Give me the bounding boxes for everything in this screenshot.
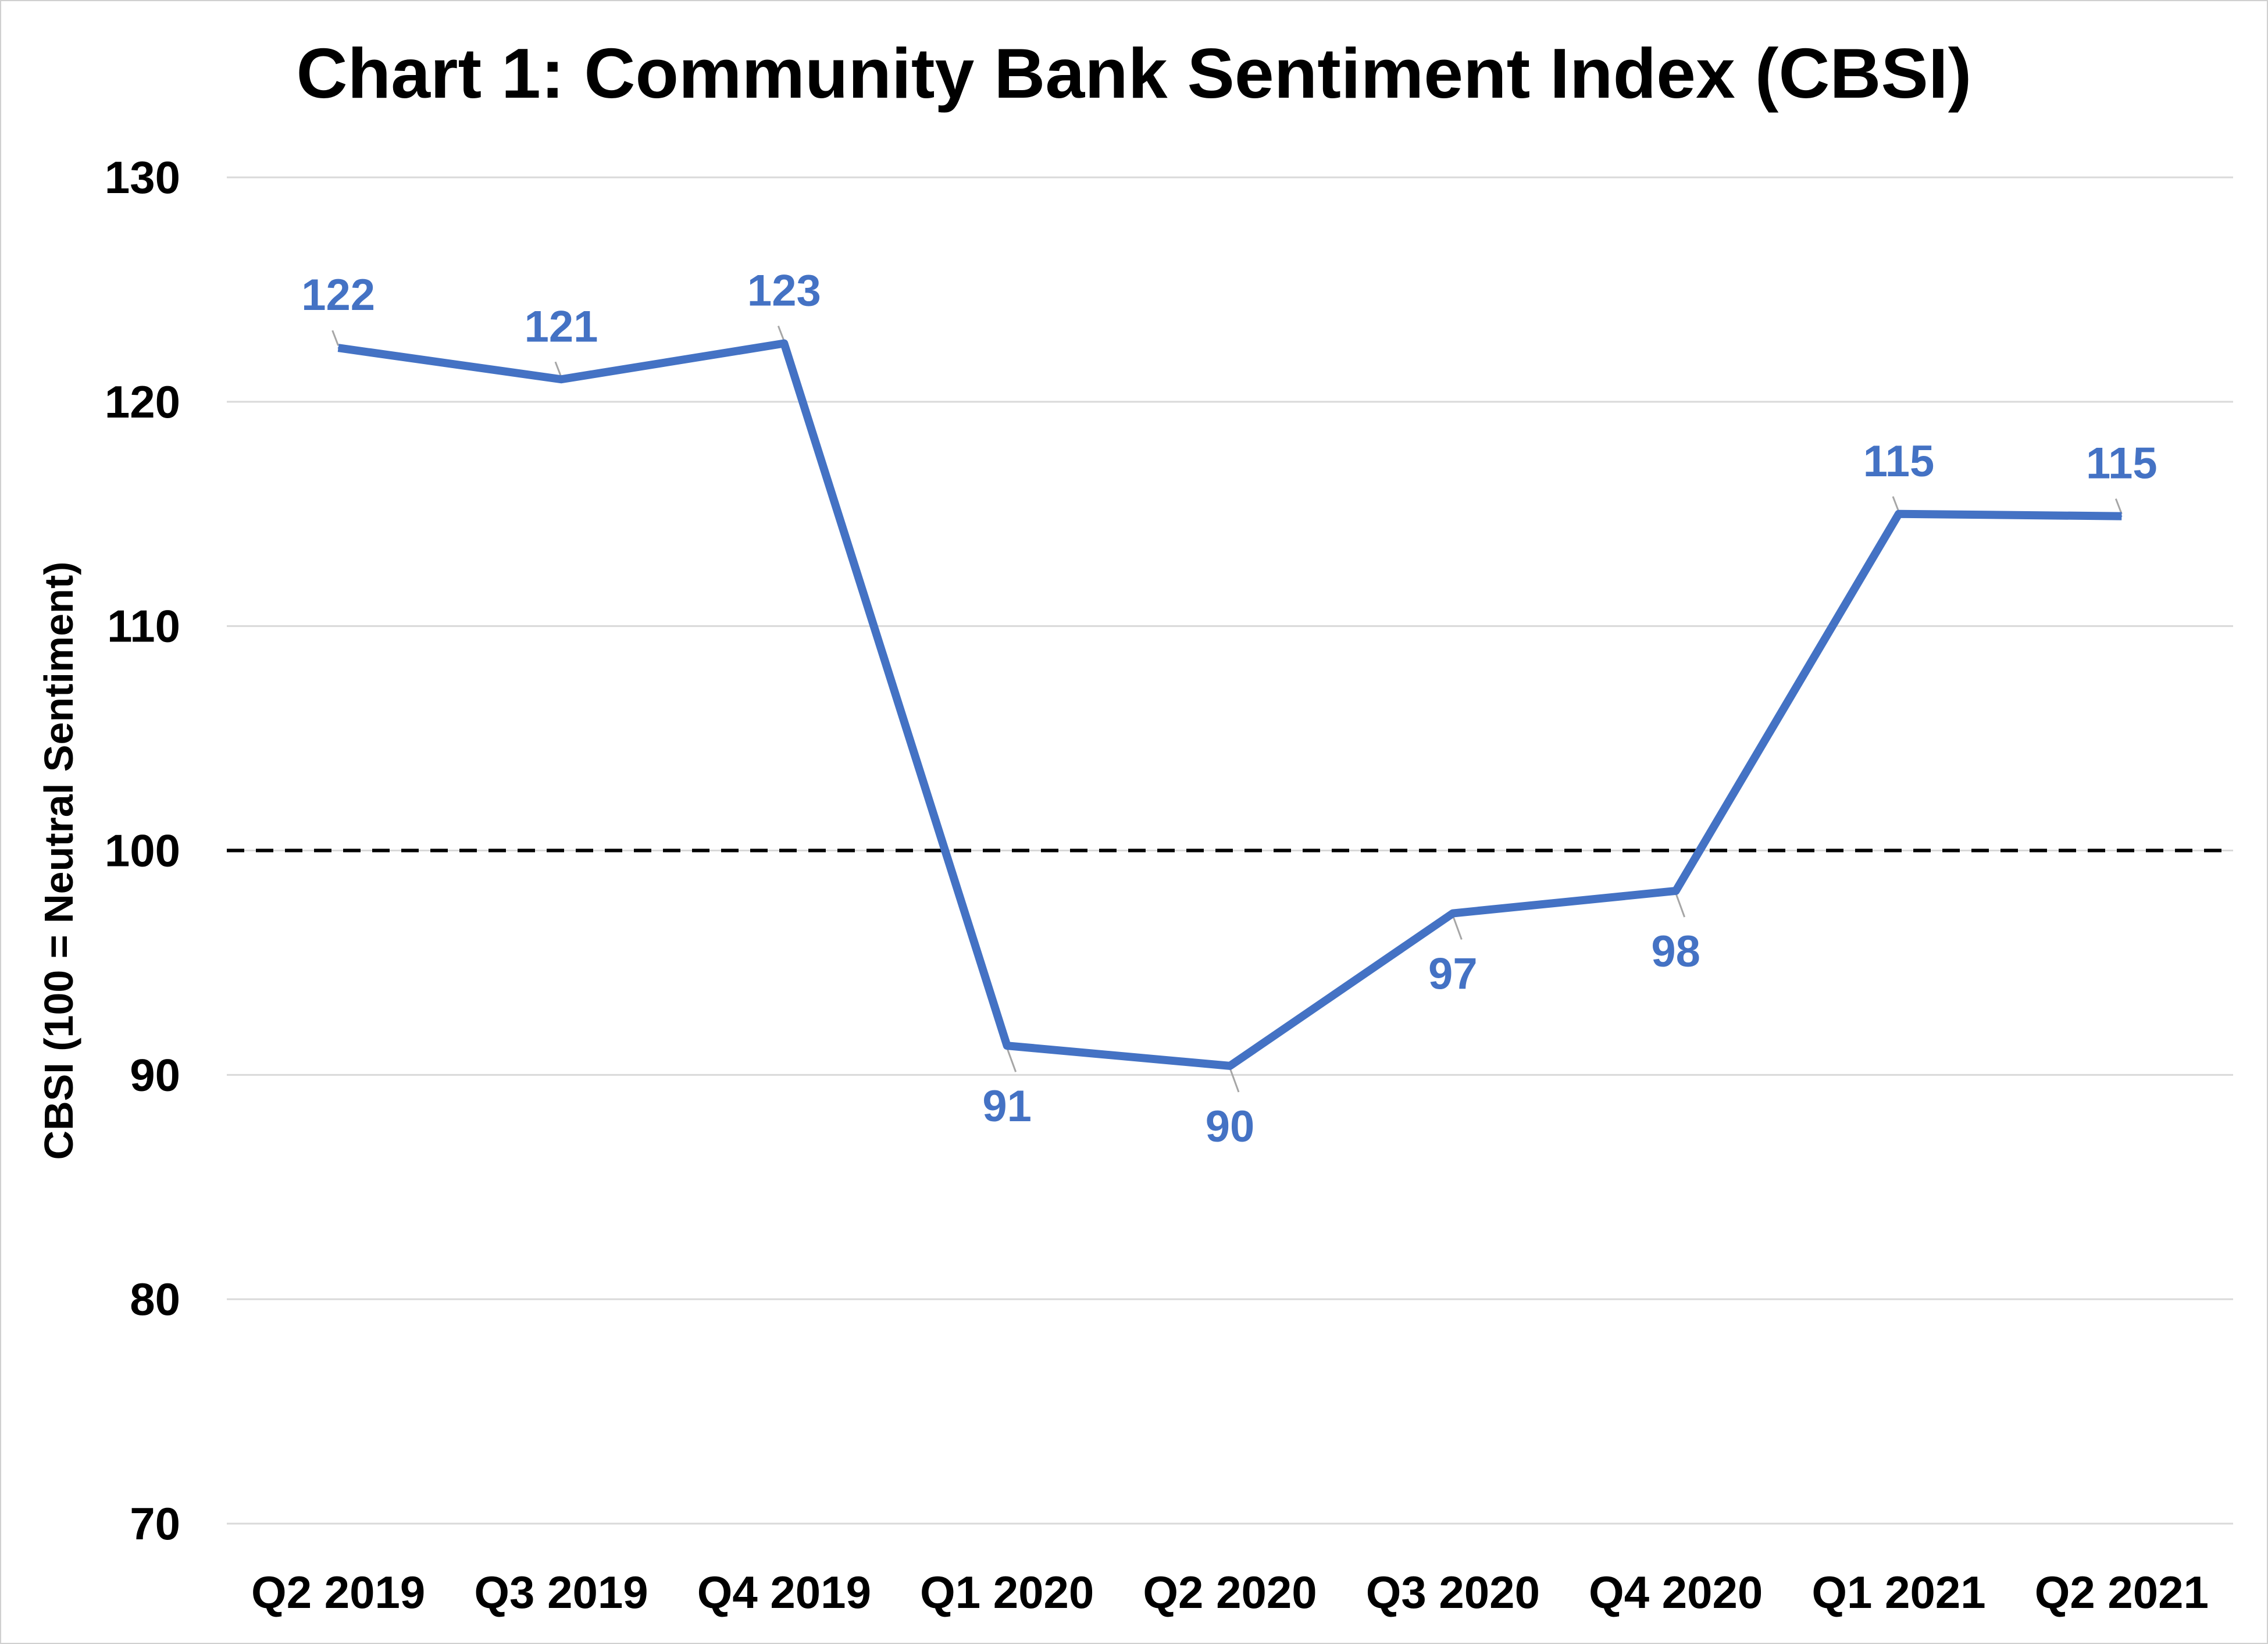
- x-tick-label: Q1 2021: [1811, 1567, 1985, 1618]
- data-label: 115: [1863, 437, 1935, 486]
- x-tick-label: Q1 2020: [920, 1567, 1094, 1618]
- x-tick-label: Q2 2019: [251, 1567, 425, 1618]
- cbsi-series-line: [337, 339, 2122, 1070]
- data-point: [1006, 1045, 1008, 1047]
- x-tick-label: Q4 2020: [1589, 1567, 1763, 1618]
- data-point: [783, 343, 785, 344]
- y-axis-ticks: 70 80 90 100 110 120 130: [105, 152, 180, 1549]
- x-tick-label: Q3 2019: [474, 1567, 648, 1618]
- data-label: 123: [747, 266, 821, 316]
- data-label: 98: [1651, 927, 1700, 976]
- data-label-leader: [1675, 893, 1686, 918]
- y-tick-label: 100: [105, 825, 180, 876]
- data-point: [1898, 513, 1899, 515]
- data-label: 97: [1428, 950, 1478, 999]
- x-tick-label: Q4 2019: [697, 1567, 871, 1618]
- y-tick-label: 90: [130, 1049, 180, 1100]
- y-tick-label: 70: [130, 1498, 180, 1549]
- y-tick-label: 110: [107, 601, 180, 652]
- data-labels: 122 121 123 91 90 97 98 115 115: [301, 266, 2157, 1151]
- chart-title: Chart 1: Community Bank Sentiment Index …: [297, 34, 1972, 113]
- data-label: 122: [301, 270, 375, 320]
- x-tick-label: Q2 2020: [1143, 1567, 1317, 1618]
- data-point: [1229, 1065, 1231, 1067]
- data-point: [2121, 515, 2123, 517]
- data-point: [337, 347, 339, 349]
- data-label-leader: [777, 325, 785, 342]
- data-point: [1675, 890, 1677, 891]
- y-axis-label: CBSI (100 = Neutral Sentiment): [36, 562, 81, 1160]
- data-point: [561, 379, 562, 380]
- data-label-leader: [554, 361, 562, 377]
- data-label: 121: [525, 302, 598, 351]
- x-tick-label: Q2 2021: [2035, 1567, 2209, 1618]
- data-label-leader: [1006, 1047, 1017, 1072]
- data-label: 90: [1206, 1102, 1255, 1151]
- data-label-leader: [1892, 496, 1900, 512]
- label-leader-lines: [331, 325, 2123, 1093]
- data-label: 115: [2086, 439, 2158, 488]
- data-label-leader: [1229, 1068, 1240, 1093]
- data-label: 91: [982, 1082, 1032, 1131]
- data-label-leader: [1452, 915, 1463, 940]
- y-tick-label: 80: [130, 1274, 180, 1325]
- x-tick-label: Q3 2020: [1366, 1567, 1540, 1618]
- x-axis-ticks: Q2 2019 Q3 2019 Q4 2019 Q1 2020 Q2 2020 Q3 20…: [251, 1567, 2209, 1618]
- data-label-leader: [2114, 498, 2123, 515]
- y-tick-label: 130: [105, 152, 180, 203]
- data-label-leader: [331, 330, 340, 346]
- y-tick-label: 120: [105, 376, 180, 427]
- data-point: [1452, 912, 1454, 914]
